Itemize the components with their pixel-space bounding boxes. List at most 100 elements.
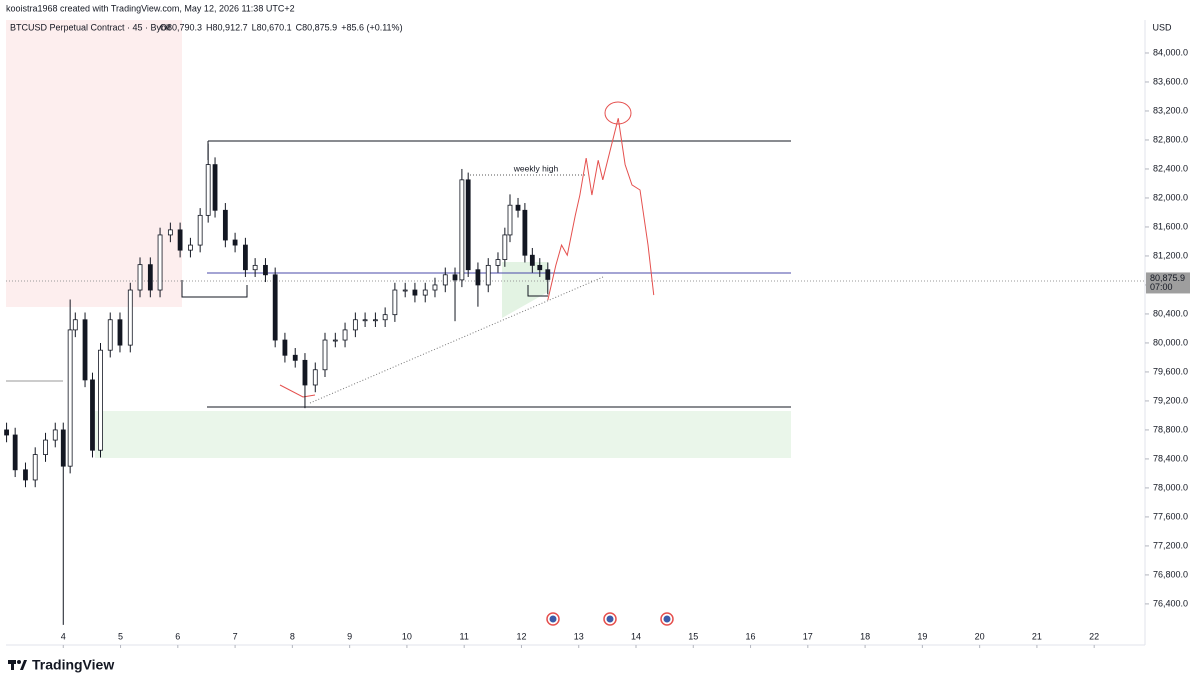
candle-body	[147, 264, 153, 291]
candle-body	[312, 369, 318, 386]
y-tick-label: 78,800.0	[1153, 424, 1188, 434]
event-icons	[546, 612, 674, 626]
candle-body	[382, 314, 388, 321]
ohlc-value: O80,790.3	[160, 22, 202, 32]
x-tick-label: 22	[1089, 631, 1099, 641]
candle-body	[232, 239, 238, 246]
zigzag	[279, 384, 316, 398]
candle-body	[485, 264, 491, 286]
candle-body	[167, 229, 173, 236]
y-tick-label: 77,600.0	[1153, 511, 1188, 521]
x-tick-label: 18	[860, 631, 870, 641]
y-tick-label: 80,000.0	[1153, 337, 1188, 347]
candle-body	[82, 319, 88, 381]
y-tick-label: 79,200.0	[1153, 395, 1188, 405]
candle-body	[12, 434, 18, 471]
x-tick-label: 21	[1032, 631, 1042, 641]
candle-body	[442, 274, 448, 286]
candle-body	[157, 234, 163, 291]
candle-body	[459, 179, 465, 281]
y-tick-label: 83,600.0	[1153, 76, 1188, 86]
candle-body	[98, 349, 103, 451]
logo	[8, 660, 27, 670]
candle-body	[188, 244, 193, 251]
candle-body	[4, 429, 9, 436]
price-label: 80,875.9	[1150, 273, 1185, 283]
candle-body	[72, 319, 78, 331]
candle-body	[90, 379, 95, 451]
y-tick-label: 80,400.0	[1153, 308, 1188, 318]
x-tick-label: 7	[233, 631, 238, 641]
x-tick-label: 16	[746, 631, 756, 641]
candle-body	[452, 274, 458, 281]
projection-line	[547, 118, 655, 301]
candle-body	[137, 264, 143, 291]
x-tick-label: 13	[574, 631, 584, 641]
x-tick-label: 12	[516, 631, 526, 641]
candle-body	[475, 269, 481, 286]
candle-body	[43, 439, 48, 455]
candle-body	[272, 274, 278, 341]
candle-body	[292, 354, 298, 361]
x-tick-label: 4	[61, 631, 66, 641]
candle-body	[537, 264, 543, 271]
candle-body	[342, 329, 348, 341]
candle-body	[263, 264, 268, 276]
y-tick-label: 78,400.0	[1153, 453, 1188, 463]
trend-line	[309, 276, 604, 404]
candle-body	[322, 339, 328, 371]
x-tick-label: 19	[917, 631, 927, 641]
x-tick-label: 15	[688, 631, 698, 641]
small-zone	[502, 262, 548, 318]
ohlc-value: H80,912.7	[206, 22, 248, 32]
y-tick-label: 76,400.0	[1153, 598, 1188, 608]
candle-body	[373, 319, 378, 322]
y-tick-label: 79,600.0	[1153, 366, 1188, 376]
x-tick-label: 5	[118, 631, 123, 641]
candle-body	[422, 289, 428, 296]
range-box	[181, 280, 248, 298]
candle-body	[432, 284, 438, 291]
x-tick-label: 6	[175, 631, 180, 641]
currency: USD	[1152, 22, 1172, 32]
y-tick-label: 77,200.0	[1153, 540, 1188, 550]
time-label: 07:00	[1150, 282, 1173, 292]
candle-body	[392, 289, 398, 316]
candle-body	[127, 289, 133, 346]
candle-body	[502, 234, 508, 260]
symbol: BTCUSD Perpetual Contract · 45 · Bybit	[10, 22, 171, 32]
y-tick-label: 84,000.0	[1153, 47, 1188, 57]
x-tick-label: 8	[290, 631, 295, 641]
candle-body	[515, 204, 521, 211]
candle-body	[177, 229, 183, 251]
candle-body	[107, 319, 113, 351]
price-label-box	[1146, 272, 1190, 294]
y-tick-label: 82,000.0	[1153, 192, 1188, 202]
candle-body	[282, 339, 288, 356]
demand-zone	[95, 411, 791, 458]
x-tick-label: 20	[975, 631, 985, 641]
y-tick-label: 81,200.0	[1153, 250, 1188, 260]
y-tick-label: 82,800.0	[1153, 134, 1188, 144]
candle-body	[362, 319, 368, 322]
x-tick-label: 14	[631, 631, 641, 641]
candle-body	[242, 244, 248, 271]
candle-body	[332, 339, 338, 342]
ohlc-value: L80,670.1	[252, 22, 292, 32]
candle-body	[23, 469, 28, 481]
brand: TradingView	[32, 657, 114, 673]
candle-body	[32, 454, 38, 481]
candle-body	[545, 269, 551, 280]
x-tick-label: 11	[460, 631, 469, 641]
target-circle	[604, 101, 632, 125]
candle-body	[60, 429, 66, 467]
candle-body	[117, 319, 123, 346]
y-tick-label: 78,000.0	[1153, 482, 1188, 492]
candle-body	[205, 164, 211, 216]
candle-body	[352, 319, 358, 331]
candle-body	[465, 179, 471, 271]
y-tick-label: 76,800.0	[1153, 569, 1188, 579]
candle-body	[67, 329, 73, 467]
range-box	[527, 285, 548, 297]
